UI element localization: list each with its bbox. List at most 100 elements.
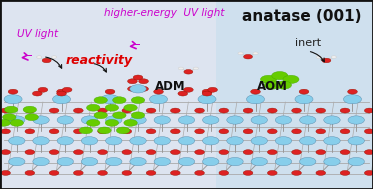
- Circle shape: [38, 87, 48, 92]
- Circle shape: [0, 119, 10, 126]
- Circle shape: [124, 119, 137, 126]
- Circle shape: [348, 137, 364, 145]
- Text: reactivity: reactivity: [65, 54, 132, 67]
- Circle shape: [73, 108, 83, 113]
- Circle shape: [340, 150, 350, 155]
- Text: ADM: ADM: [155, 81, 185, 93]
- Circle shape: [62, 87, 72, 92]
- Circle shape: [57, 116, 73, 124]
- Circle shape: [122, 150, 132, 155]
- Circle shape: [322, 58, 331, 63]
- Circle shape: [113, 112, 126, 119]
- Circle shape: [195, 129, 204, 134]
- FancyArrowPatch shape: [310, 52, 325, 62]
- Circle shape: [272, 71, 288, 80]
- Circle shape: [267, 150, 277, 155]
- Circle shape: [348, 157, 364, 166]
- Circle shape: [344, 95, 361, 104]
- Circle shape: [122, 170, 132, 175]
- Circle shape: [106, 137, 122, 145]
- Circle shape: [340, 108, 350, 113]
- Circle shape: [243, 150, 253, 155]
- Circle shape: [267, 170, 277, 175]
- Circle shape: [198, 95, 216, 104]
- Circle shape: [227, 116, 243, 124]
- Circle shape: [57, 91, 66, 96]
- Circle shape: [130, 85, 146, 93]
- Circle shape: [87, 104, 100, 111]
- Circle shape: [25, 170, 35, 175]
- Circle shape: [202, 91, 212, 96]
- Circle shape: [251, 89, 260, 94]
- Text: AOM: AOM: [257, 81, 288, 93]
- Circle shape: [219, 150, 229, 155]
- Circle shape: [106, 157, 122, 166]
- Circle shape: [57, 137, 73, 145]
- Circle shape: [178, 137, 195, 145]
- Circle shape: [208, 87, 217, 92]
- Circle shape: [131, 97, 145, 104]
- Circle shape: [9, 116, 25, 124]
- Circle shape: [101, 95, 119, 104]
- Circle shape: [98, 150, 107, 155]
- Circle shape: [105, 104, 119, 111]
- Circle shape: [219, 129, 229, 134]
- Circle shape: [139, 86, 148, 91]
- Circle shape: [122, 108, 132, 113]
- Circle shape: [4, 106, 18, 113]
- Circle shape: [98, 129, 107, 134]
- Circle shape: [243, 170, 253, 175]
- Circle shape: [202, 89, 212, 94]
- Circle shape: [87, 119, 100, 126]
- Circle shape: [178, 116, 195, 124]
- Circle shape: [154, 137, 170, 145]
- Circle shape: [260, 75, 277, 84]
- Circle shape: [295, 95, 313, 104]
- Circle shape: [57, 89, 66, 94]
- Circle shape: [33, 137, 49, 145]
- Circle shape: [146, 129, 156, 134]
- Circle shape: [267, 108, 277, 113]
- Circle shape: [243, 129, 253, 134]
- Circle shape: [98, 108, 107, 113]
- Circle shape: [98, 127, 111, 134]
- Circle shape: [49, 170, 59, 175]
- Circle shape: [1, 150, 10, 155]
- Circle shape: [219, 170, 229, 175]
- FancyBboxPatch shape: [0, 0, 216, 189]
- Circle shape: [299, 89, 309, 94]
- Circle shape: [195, 108, 204, 113]
- Circle shape: [193, 67, 198, 70]
- Circle shape: [292, 170, 301, 175]
- Circle shape: [275, 137, 292, 145]
- Circle shape: [1, 170, 10, 175]
- Circle shape: [292, 150, 301, 155]
- Text: higher-energy  UV light: higher-energy UV light: [104, 8, 225, 18]
- Circle shape: [73, 150, 83, 155]
- Circle shape: [243, 108, 253, 113]
- Circle shape: [331, 56, 336, 58]
- Circle shape: [219, 108, 229, 113]
- Circle shape: [23, 106, 37, 113]
- Circle shape: [94, 97, 107, 104]
- Circle shape: [32, 91, 42, 96]
- Circle shape: [146, 170, 156, 175]
- Circle shape: [300, 137, 316, 145]
- Text: UV light: UV light: [17, 29, 58, 39]
- Circle shape: [203, 137, 219, 145]
- Circle shape: [184, 87, 193, 92]
- Circle shape: [316, 56, 322, 58]
- Circle shape: [8, 89, 18, 94]
- Circle shape: [1, 129, 10, 134]
- Circle shape: [139, 79, 148, 84]
- Circle shape: [178, 157, 195, 166]
- Circle shape: [98, 170, 107, 175]
- Circle shape: [33, 157, 49, 166]
- Circle shape: [10, 119, 23, 126]
- Circle shape: [37, 56, 42, 58]
- Circle shape: [316, 150, 326, 155]
- Text: anatase (001): anatase (001): [242, 9, 362, 23]
- Circle shape: [292, 129, 301, 134]
- FancyArrowPatch shape: [94, 64, 106, 72]
- Circle shape: [81, 157, 98, 166]
